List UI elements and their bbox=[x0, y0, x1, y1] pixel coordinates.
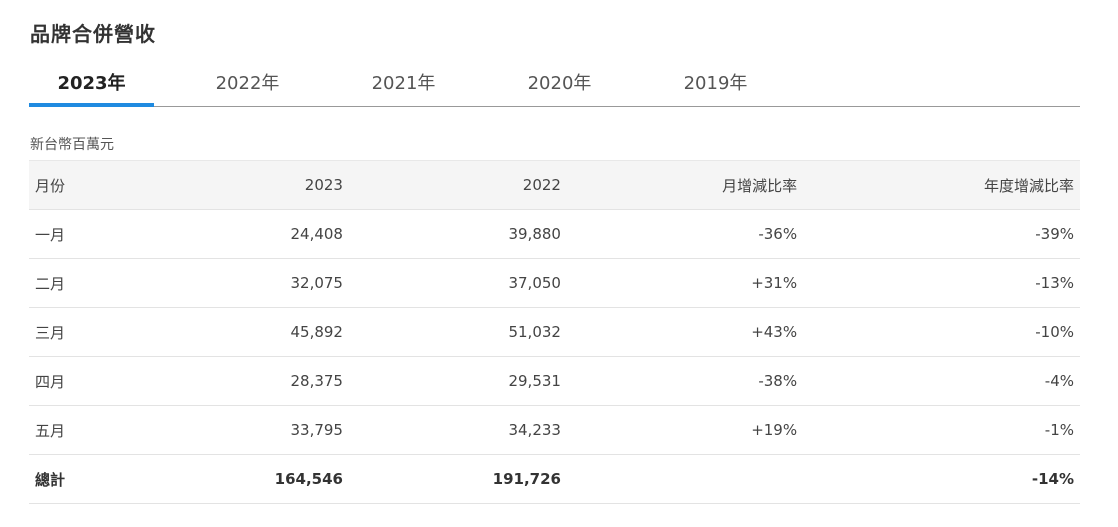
header-2022: 2022 bbox=[348, 160, 567, 210]
page-title: 品牌合併營收 bbox=[30, 22, 156, 46]
table-total-row: 總計 164,546 191,726 -14% bbox=[29, 454, 1080, 504]
tab-2022[interactable]: 2022年 bbox=[215, 73, 280, 94]
total-label: 總計 bbox=[29, 454, 131, 504]
table-row: 三月 45,892 51,032 +43% -10% bbox=[29, 307, 1080, 357]
cell-yoy: -10% bbox=[803, 307, 1080, 357]
cell-2022: 34,233 bbox=[348, 405, 567, 455]
cell-2023: 24,408 bbox=[131, 209, 349, 259]
cell-2022: 51,032 bbox=[348, 307, 567, 357]
tab-2019[interactable]: 2019年 bbox=[683, 73, 748, 94]
table-row: 一月 24,408 39,880 -36% -39% bbox=[29, 209, 1080, 259]
cell-2022: 29,531 bbox=[348, 356, 567, 406]
tab-2023[interactable]: 2023年 bbox=[29, 64, 154, 107]
cell-2023: 33,795 bbox=[131, 405, 349, 455]
header-mom: 月增減比率 bbox=[566, 160, 804, 210]
table-row: 四月 28,375 29,531 -38% -4% bbox=[29, 356, 1080, 406]
cell-mom: +43% bbox=[566, 307, 804, 357]
cell-yoy: -39% bbox=[803, 209, 1080, 259]
tab-2021[interactable]: 2021年 bbox=[371, 73, 436, 94]
total-2022: 191,726 bbox=[348, 454, 567, 504]
cell-2023: 32,075 bbox=[131, 258, 349, 308]
cell-mom: +31% bbox=[566, 258, 804, 308]
cell-2023: 45,892 bbox=[131, 307, 349, 357]
cell-month: 三月 bbox=[29, 307, 131, 357]
cell-yoy: -4% bbox=[803, 356, 1080, 406]
table-row: 五月 33,795 34,233 +19% -1% bbox=[29, 405, 1080, 455]
header-month: 月份 bbox=[29, 160, 131, 210]
total-mom bbox=[566, 454, 804, 504]
year-tabs: 2023年 2022年 2021年 2020年 2019年 bbox=[29, 64, 1080, 107]
total-2023: 164,546 bbox=[131, 454, 349, 504]
cell-mom: -38% bbox=[566, 356, 804, 406]
cell-month: 二月 bbox=[29, 258, 131, 308]
cell-yoy: -13% bbox=[803, 258, 1080, 308]
header-yoy: 年度增減比率 bbox=[803, 160, 1080, 210]
table-row: 二月 32,075 37,050 +31% -13% bbox=[29, 258, 1080, 308]
tab-2020[interactable]: 2020年 bbox=[527, 73, 592, 94]
cell-month: 五月 bbox=[29, 405, 131, 455]
cell-yoy: -1% bbox=[803, 405, 1080, 455]
cell-mom: -36% bbox=[566, 209, 804, 259]
revenue-table: 月份 2023 2022 月增減比率 年度增減比率 一月 24,408 39,8… bbox=[29, 160, 1080, 504]
header-2023: 2023 bbox=[131, 160, 349, 210]
total-yoy: -14% bbox=[803, 454, 1080, 504]
cell-2023: 28,375 bbox=[131, 356, 349, 406]
table-header-row: 月份 2023 2022 月增減比率 年度增減比率 bbox=[29, 160, 1080, 210]
unit-label: 新台幣百萬元 bbox=[30, 137, 114, 153]
cell-month: 一月 bbox=[29, 209, 131, 259]
cell-2022: 39,880 bbox=[348, 209, 567, 259]
cell-2022: 37,050 bbox=[348, 258, 567, 308]
cell-mom: +19% bbox=[566, 405, 804, 455]
cell-month: 四月 bbox=[29, 356, 131, 406]
